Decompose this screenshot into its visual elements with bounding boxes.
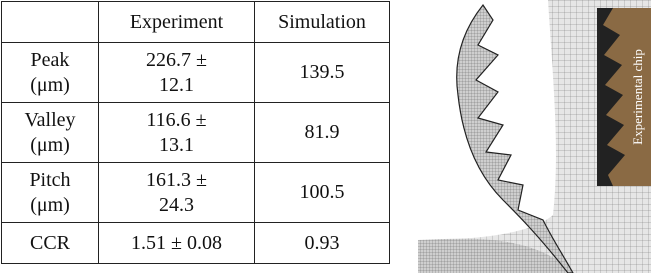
header-row: Experiment Simulation	[2, 2, 390, 43]
cell-text: Simulation	[278, 11, 366, 33]
table-cell: 100.5	[255, 163, 390, 223]
simulation-figure: Experimental chip	[408, 0, 651, 273]
table-cell: Simulation	[255, 2, 390, 43]
cell-text: 1.51 ± 0.08	[131, 232, 222, 254]
cell-text: 161.3 ± 24.3	[135, 168, 219, 218]
table-cell: 226.7 ± 12.1	[99, 43, 255, 103]
table-cell: Peak (μm)	[2, 43, 99, 103]
table-cell: Valley (μm)	[2, 103, 99, 163]
inset-label: Experimental chip	[630, 49, 645, 145]
table-cell: 116.6 ± 13.1	[99, 103, 255, 163]
table-cell: 0.93	[255, 223, 390, 264]
table-cell: 81.9	[255, 103, 390, 163]
cell-text: 116.6 ± 13.1	[135, 108, 219, 158]
table-cell: CCR	[2, 223, 99, 264]
table-row: Valley (μm) 116.6 ± 13.1 81.9	[2, 103, 390, 163]
table-row: Peak (μm) 226.7 ± 12.1 139.5	[2, 43, 390, 103]
page: Experiment Simulation Peak (μm) 226.7 ± 12.…	[0, 0, 651, 273]
table-cell: 139.5	[255, 43, 390, 103]
cell-text: Experiment	[130, 11, 223, 33]
table-cell: Experiment	[99, 2, 255, 43]
cell-text: 0.93	[305, 232, 340, 254]
table-row: CCR 1.51 ± 0.08 0.93	[2, 223, 390, 264]
cell-text: CCR	[30, 232, 70, 254]
table-cell: 161.3 ± 24.3	[99, 163, 255, 223]
table-row: Pitch (μm) 161.3 ± 24.3 100.5	[2, 163, 390, 223]
cell-text: 139.5	[300, 61, 345, 83]
cell-text: 226.7 ± 12.1	[135, 48, 219, 98]
cell-text: 81.9	[305, 121, 340, 143]
cell-text: Peak (μm)	[17, 48, 83, 98]
cell-text: Pitch (μm)	[17, 168, 83, 218]
cell-text: 100.5	[300, 181, 345, 203]
table-cell: Pitch (μm)	[2, 163, 99, 223]
results-table: Experiment Simulation Peak (μm) 226.7 ± 12.…	[1, 1, 390, 264]
table-cell: 1.51 ± 0.08	[99, 223, 255, 264]
table-cell	[2, 2, 99, 43]
cell-text: Valley (μm)	[17, 108, 83, 158]
